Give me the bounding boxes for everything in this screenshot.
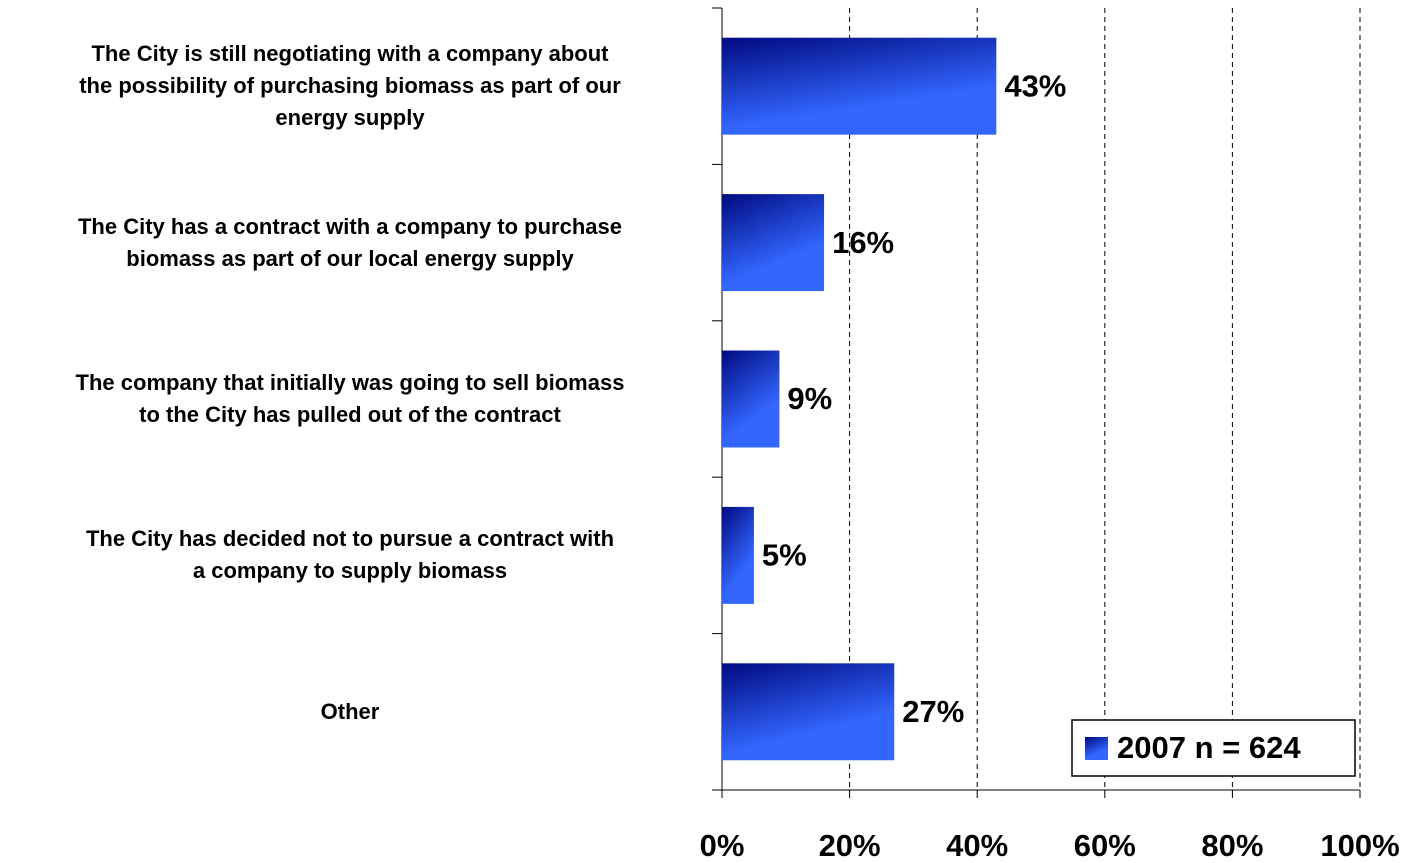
value-label: 16% bbox=[832, 225, 894, 260]
category-label: The City is still negotiating with a com… bbox=[79, 41, 621, 131]
value-label: 43% bbox=[1004, 68, 1066, 103]
value-label: 9% bbox=[787, 381, 832, 416]
value-label: 5% bbox=[762, 538, 807, 573]
legend-label: 2007 n = 624 bbox=[1117, 730, 1301, 765]
category-label: Other bbox=[320, 698, 380, 724]
bar bbox=[722, 350, 780, 448]
x-tick-label: 20% bbox=[819, 828, 881, 863]
x-tick-label: 40% bbox=[946, 828, 1008, 863]
category-label: The company that initially was going to … bbox=[75, 370, 625, 427]
x-tick-label: 0% bbox=[700, 828, 745, 863]
bar bbox=[722, 194, 825, 292]
legend-box bbox=[1071, 719, 1356, 777]
bar bbox=[722, 663, 895, 761]
x-tick-label: 80% bbox=[1201, 828, 1263, 863]
category-label: The City has decided not to pursue a con… bbox=[85, 526, 615, 584]
x-tick-label: 60% bbox=[1074, 828, 1136, 863]
value-label: 27% bbox=[902, 694, 964, 729]
x-tick-label: 100% bbox=[1320, 828, 1399, 863]
bar bbox=[722, 37, 997, 135]
bar bbox=[722, 506, 754, 604]
category-label: The City has a contract with a company t… bbox=[77, 213, 623, 271]
legend-swatch bbox=[1085, 737, 1108, 760]
legend: 2007 n = 624 bbox=[1071, 719, 1356, 777]
